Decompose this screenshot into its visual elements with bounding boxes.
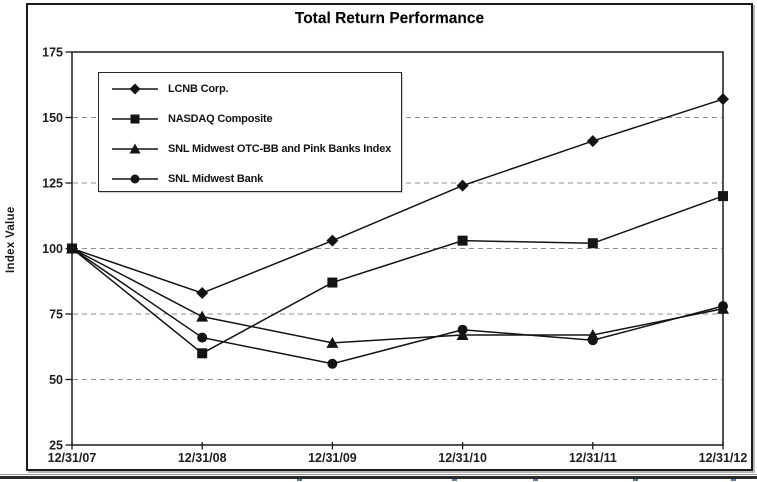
square-marker-icon — [112, 114, 158, 124]
legend-label: LCNB Corp. — [168, 83, 229, 95]
legend-item-snl-bank: SNL Midwest Bank — [99, 164, 401, 194]
legend-item-lcnb: LCNB Corp. — [99, 74, 401, 104]
table-border-tick — [731, 479, 736, 481]
legend-item-nasdaq: NASDAQ Composite — [99, 104, 401, 134]
table-border-tick — [533, 479, 538, 481]
table-border-tick — [633, 479, 638, 481]
chart-legend: LCNB Corp. NASDAQ Composite SNL Midwest … — [98, 72, 402, 192]
chart-border-box: Total Return Performance — [26, 3, 753, 471]
table-border-tick — [297, 479, 302, 481]
legend-label: SNL Midwest Bank — [168, 173, 264, 185]
y-axis-title: Index Value — [5, 206, 17, 274]
legend-label: NASDAQ Composite — [168, 113, 273, 125]
table-border-tick — [452, 479, 457, 481]
cropped-table-top-rule — [0, 476, 757, 479]
legend-label: SNL Midwest OTC-BB and Pink Banks Index — [168, 143, 392, 155]
triangle-marker-icon — [112, 143, 158, 154]
legend-item-snl-otcbb: SNL Midwest OTC-BB and Pink Banks Index — [99, 134, 401, 164]
circle-marker-icon — [112, 174, 158, 184]
diamond-marker-icon — [112, 83, 158, 95]
chart-title: Total Return Performance — [294, 10, 485, 27]
chart-bottom-shadow — [0, 474, 757, 475]
